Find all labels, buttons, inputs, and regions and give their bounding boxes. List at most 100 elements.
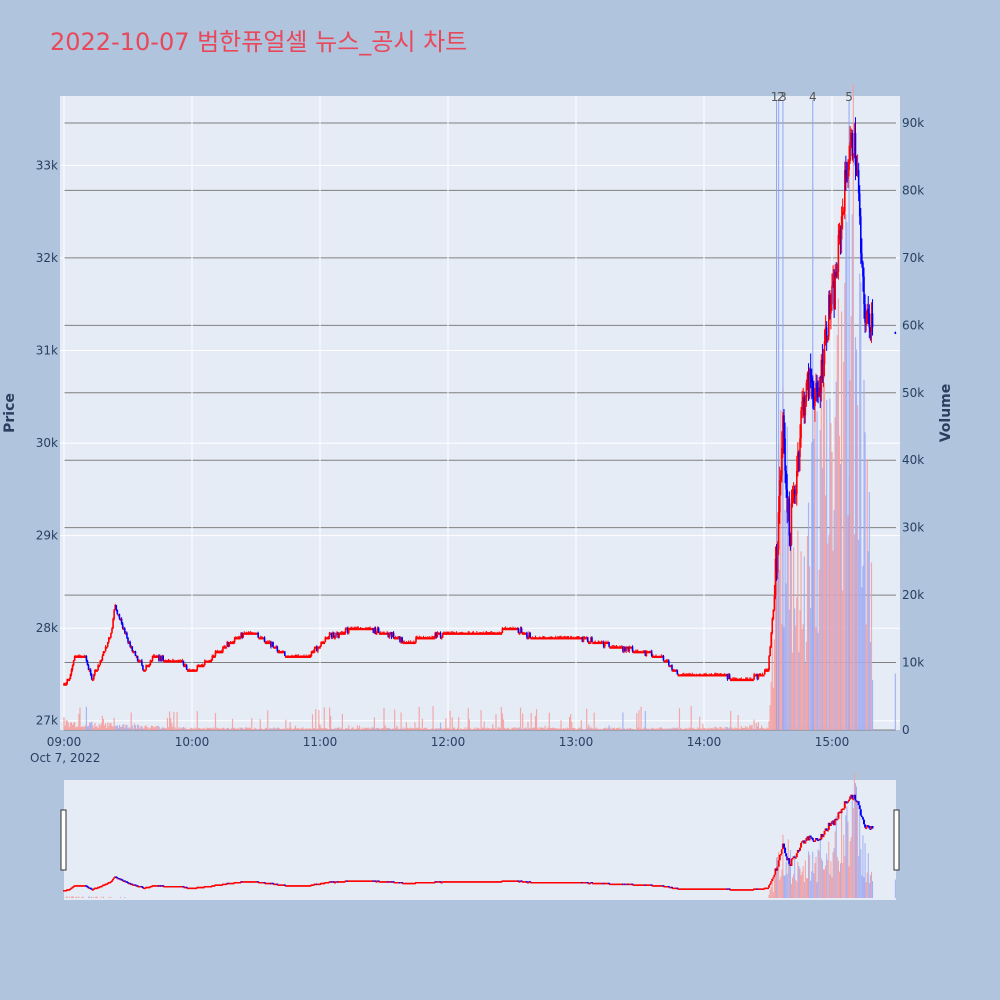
range-slider-candle xyxy=(698,888,701,890)
candle-body xyxy=(453,632,456,635)
volume-bar xyxy=(209,727,211,730)
range-slider-candle xyxy=(831,821,833,825)
range-slider-candle xyxy=(679,888,682,890)
volume-bar xyxy=(722,727,724,730)
range-slider-volume-bar xyxy=(837,860,839,898)
range-slider-candle xyxy=(849,796,852,800)
volume-bar xyxy=(497,727,499,730)
volume-bar xyxy=(353,728,355,730)
volume-bar xyxy=(855,349,858,730)
volume-bar xyxy=(592,728,594,730)
volume-bar xyxy=(155,726,157,730)
candle-body xyxy=(353,628,355,631)
candle-body xyxy=(629,646,632,649)
range-slider-volume-bar xyxy=(851,801,853,898)
volume-bar xyxy=(65,720,67,730)
range-slider-volume-bar xyxy=(862,835,864,898)
candle-body xyxy=(559,637,561,640)
candle-body xyxy=(688,674,690,677)
range-slider-candle xyxy=(307,885,310,887)
range-slider-candle xyxy=(768,885,771,888)
candle-body xyxy=(66,679,68,684)
candle-body xyxy=(800,410,802,439)
volume-bar xyxy=(158,726,160,730)
range-slider-candle xyxy=(82,885,85,887)
candle-body xyxy=(519,628,522,633)
candle-body xyxy=(456,632,459,635)
volume-bar xyxy=(659,727,661,730)
candle-body xyxy=(764,669,766,675)
volume-bar xyxy=(203,727,205,730)
candle-body xyxy=(174,660,176,663)
candle-body xyxy=(332,632,334,638)
volume-bar xyxy=(375,727,378,730)
y-tick-label: 27k xyxy=(36,714,58,728)
range-slider-volume-bar xyxy=(788,865,790,898)
volume-bar xyxy=(563,728,565,730)
volume-bar xyxy=(156,725,158,730)
candle-body xyxy=(602,642,605,647)
candle-body xyxy=(648,651,651,654)
candle-body xyxy=(742,679,745,682)
volume-bar xyxy=(780,410,782,730)
candle-body xyxy=(166,660,169,663)
range-slider-candle xyxy=(283,884,286,886)
range-slider-candle xyxy=(371,880,374,882)
candle-body xyxy=(163,660,166,663)
range-slider-candle xyxy=(423,881,426,884)
range-slider-volume-bar xyxy=(802,866,804,898)
volume-bar xyxy=(540,727,542,730)
range-slider-candle xyxy=(157,885,160,887)
volume-bar xyxy=(205,729,207,730)
volume-bar xyxy=(783,626,785,730)
volume-bar xyxy=(703,727,705,730)
volume-bar xyxy=(818,569,820,730)
range-slider-candle xyxy=(427,881,430,884)
range-slider-candle xyxy=(819,838,822,841)
volume-bar xyxy=(862,565,864,730)
volume-bar xyxy=(96,726,98,730)
candle-body xyxy=(687,674,689,677)
range-slider[interactable] xyxy=(64,780,896,900)
volume-bar xyxy=(335,728,337,730)
volume-bar xyxy=(266,727,268,730)
range-slider-volume-bar xyxy=(894,879,896,898)
range-slider-candle xyxy=(234,881,237,884)
candle-body xyxy=(680,674,683,677)
volume-bar xyxy=(661,728,663,730)
candle-body xyxy=(270,642,272,647)
range-slider-candle xyxy=(722,888,725,890)
volume-bar xyxy=(508,727,510,730)
candle-body xyxy=(326,637,329,640)
volume-bar xyxy=(795,625,797,730)
candle-body xyxy=(601,642,604,645)
range-slider-candle xyxy=(380,881,383,883)
range-slider-candle xyxy=(545,881,548,884)
candle-body xyxy=(566,637,569,640)
candle-body xyxy=(278,651,281,654)
candle-body xyxy=(238,637,240,640)
volume-bar xyxy=(213,728,215,730)
volume-bar xyxy=(870,562,873,730)
range-slider-right-handle[interactable] xyxy=(893,809,900,871)
range-slider-candle xyxy=(851,794,854,799)
candle-body xyxy=(153,655,156,658)
volume-bar xyxy=(366,727,368,730)
candle-body xyxy=(684,674,686,677)
candle-body xyxy=(592,642,594,645)
volume-bar xyxy=(602,728,604,730)
range-slider-candle xyxy=(247,881,250,883)
range-slider-candle xyxy=(811,837,814,841)
candle-body xyxy=(607,642,609,645)
candle-body xyxy=(401,637,403,643)
range-slider-left-handle[interactable] xyxy=(60,809,67,871)
candle-body xyxy=(627,646,630,652)
range-slider-candle xyxy=(544,881,547,884)
candle-body xyxy=(863,276,865,305)
candle-body xyxy=(756,674,759,680)
range-slider-candle xyxy=(412,882,415,885)
volume-bar xyxy=(452,727,454,730)
volume-bar xyxy=(308,728,310,730)
range-slider-candle xyxy=(635,884,638,886)
range-slider-candle xyxy=(642,884,645,886)
